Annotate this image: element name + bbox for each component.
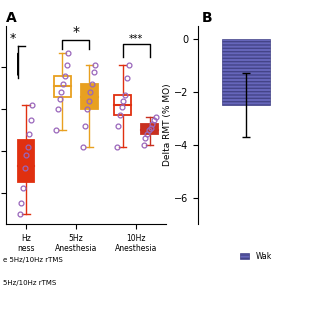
Bar — [81, 84, 98, 109]
Bar — [114, 94, 131, 116]
Text: e 5Hz/10Hz rTMS: e 5Hz/10Hz rTMS — [3, 257, 63, 263]
Bar — [141, 124, 158, 134]
Text: *: * — [72, 25, 79, 39]
Text: *: * — [10, 32, 16, 45]
Bar — [18, 140, 34, 182]
Y-axis label: Delta RMT (% MO): Delta RMT (% MO) — [163, 84, 172, 166]
Text: A: A — [6, 11, 17, 25]
Bar — [222, 39, 269, 105]
Text: 5Hz/10Hz rTMS: 5Hz/10Hz rTMS — [3, 280, 56, 286]
Bar — [54, 76, 70, 97]
Text: B: B — [202, 11, 212, 25]
Legend: Wak: Wak — [237, 249, 275, 264]
Text: ***: *** — [129, 34, 143, 44]
